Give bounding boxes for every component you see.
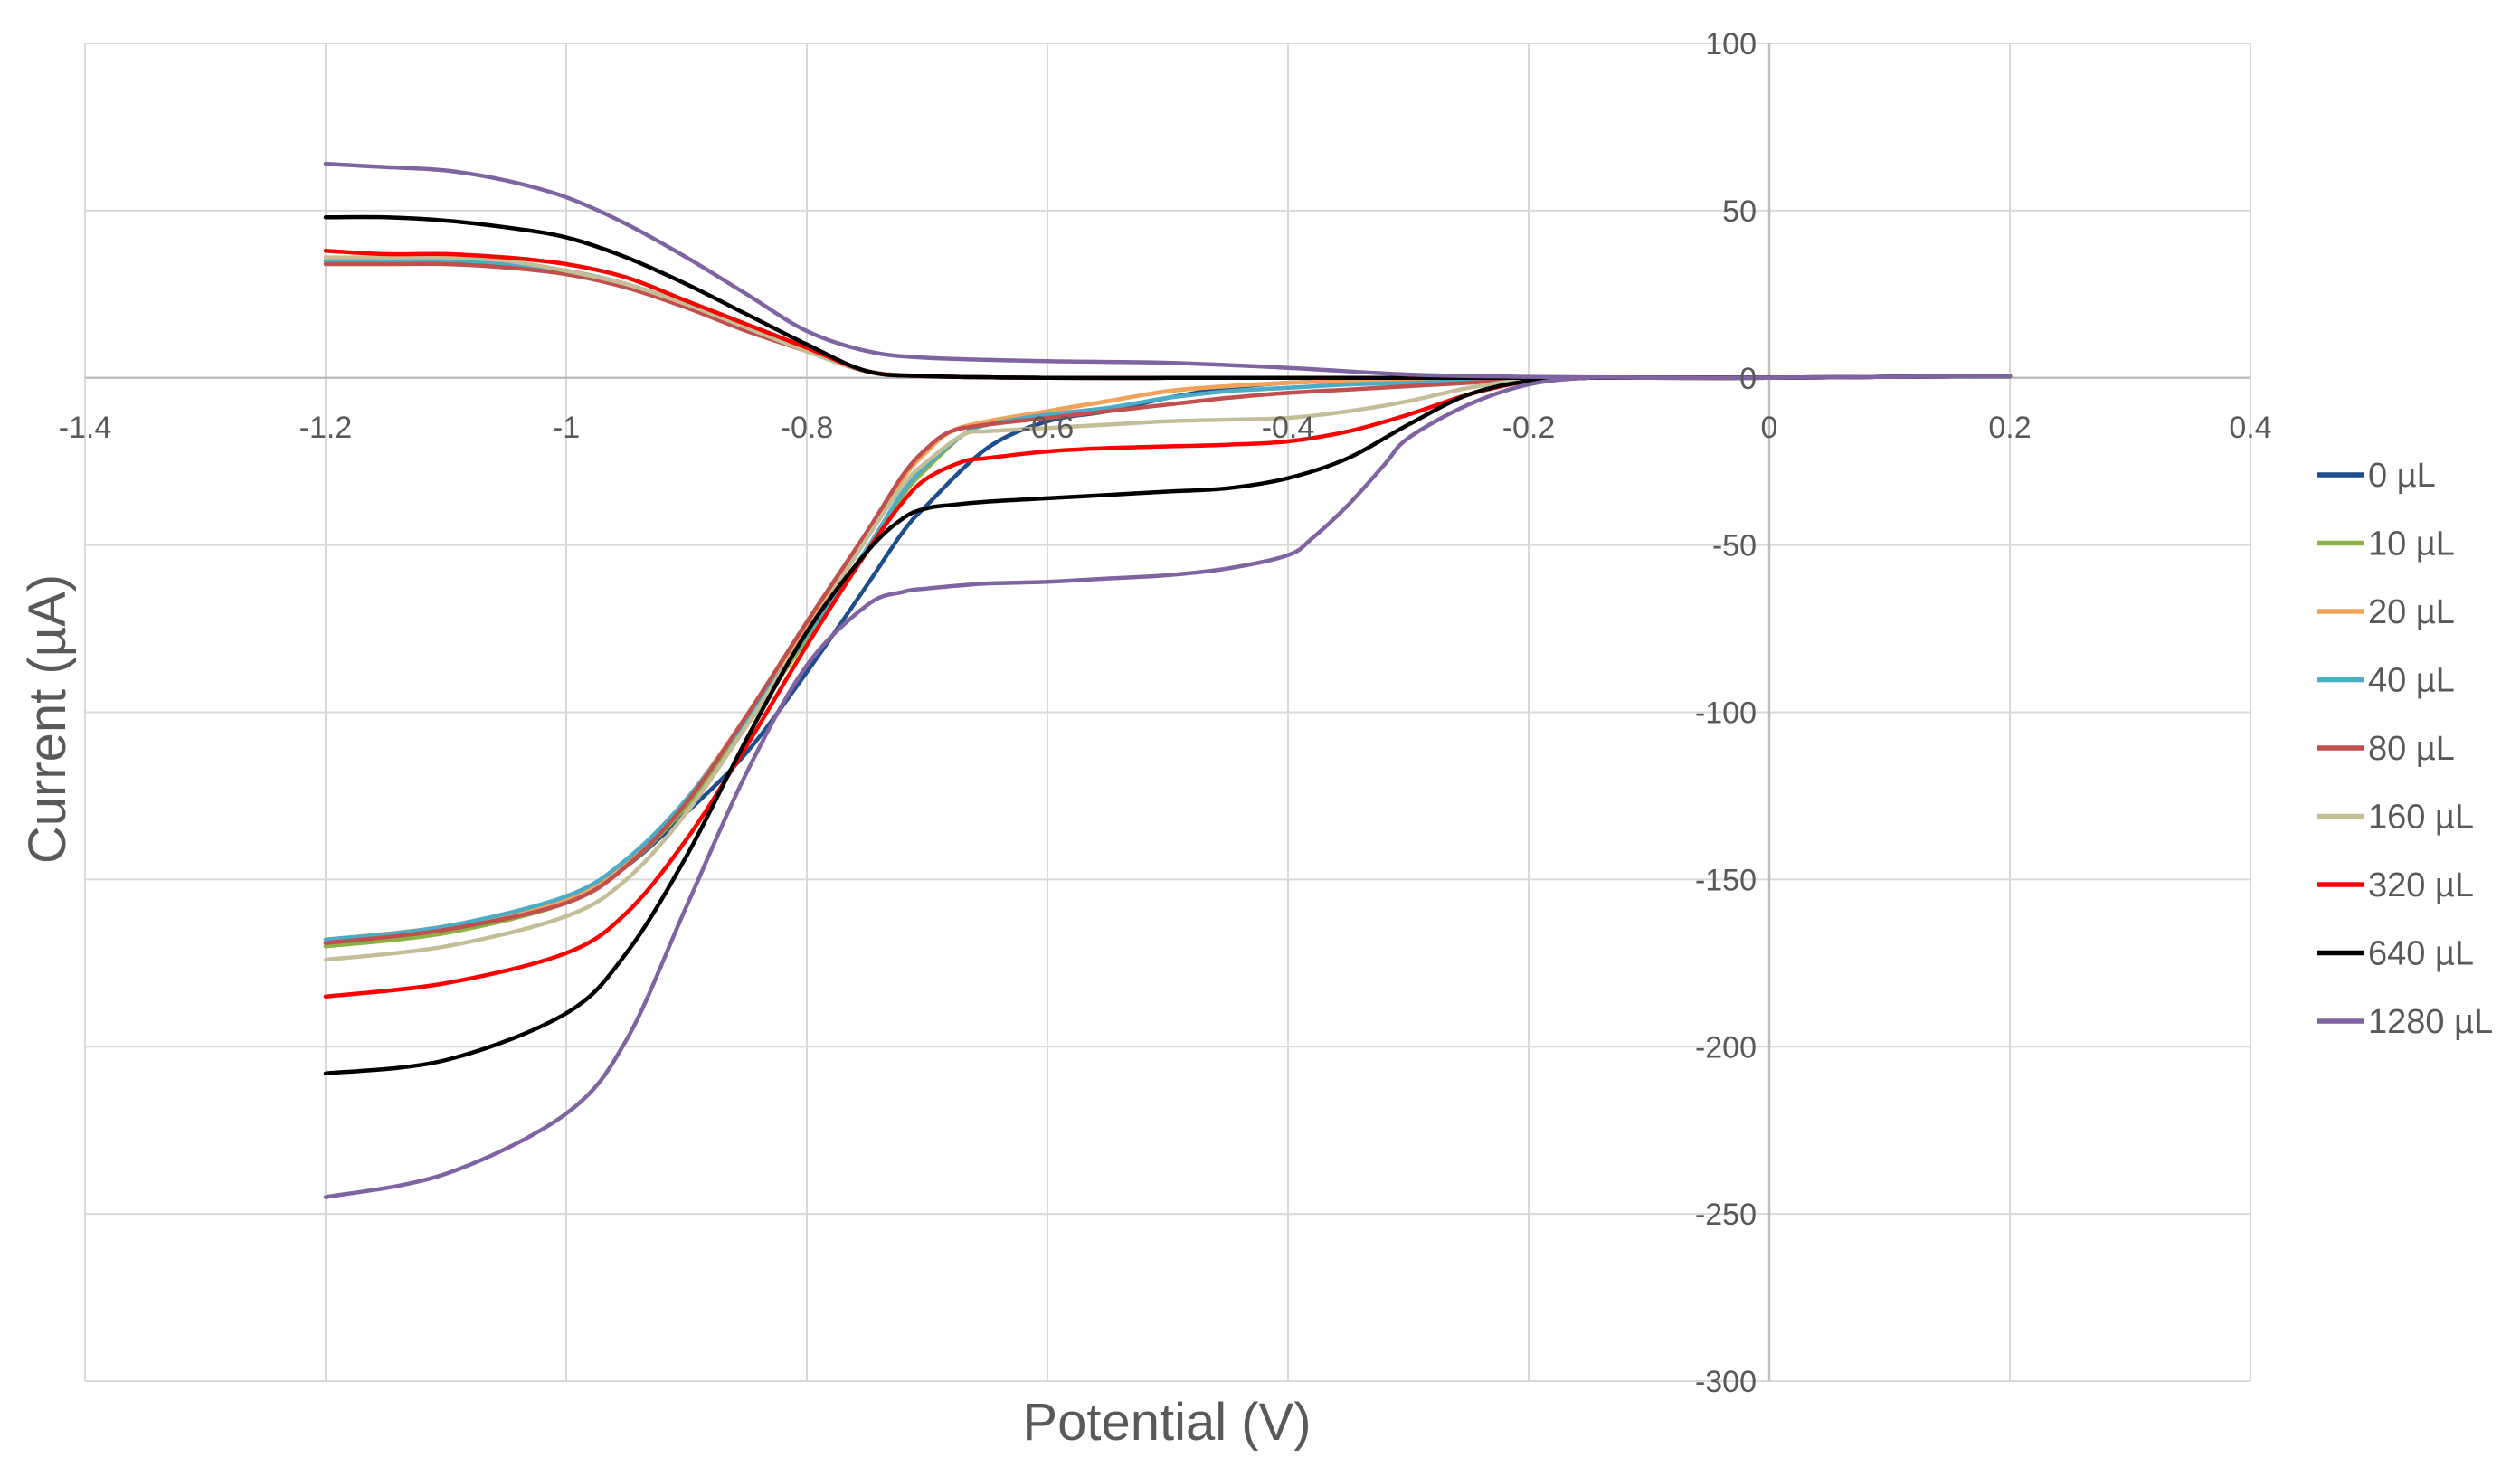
y-tick-label: -300 [1695,1365,1757,1399]
legend-item-0ul: 0 µL [2317,457,2436,495]
y-tick-label: -250 [1695,1198,1757,1232]
y-tick-label: 50 [1722,194,1757,229]
series-lines [323,161,2013,1199]
legend-item-1280ul: 1280 µL [2317,1003,2493,1041]
x-tick-label: -0.2 [1502,411,1556,445]
legend: 0 µL 10 µL 20 µL 40 µL 80 µL 160 µL 320 µL 640 … [2317,457,2493,1041]
legend-label: 20 µL [2368,593,2455,631]
x-tick-label: 0.4 [2229,411,2271,445]
tick-labels: -1.4 -1.2 -1 -0.8 -0.6 -0.4 -0.2 0 0.2 0.4 100 50 0 -… [59,27,2272,1399]
legend-label: 40 µL [2368,662,2455,700]
x-tick-label: -0.6 [1021,411,1075,445]
x-tick-label: 0 [1761,411,1778,445]
legend-item-40ul: 40 µL [2317,662,2455,700]
legend-item-640ul: 640 µL [2317,935,2474,973]
x-tick-label: -0.8 [781,411,834,445]
series-line-1280ul-reverse [323,161,2013,380]
x-tick-label: -1.4 [59,411,112,445]
legend-label: 320 µL [2368,866,2474,904]
x-tick-label: -1 [553,411,580,445]
y-tick-label: -50 [1712,529,1757,563]
legend-item-20ul: 20 µL [2317,593,2455,631]
y-tick-label: 0 [1739,362,1757,396]
x-axis-label: Potential (V) [1022,1393,1311,1452]
legend-item-160ul: 160 µL [2317,799,2474,837]
legend-label: 10 µL [2368,525,2455,563]
legend-label: 0 µL [2368,457,2436,495]
y-axis-label: Current (µA) [18,574,77,864]
legend-item-320ul: 320 µL [2317,866,2474,904]
y-tick-label: -100 [1695,696,1757,731]
legend-item-10ul: 10 µL [2317,525,2455,563]
legend-label: 1280 µL [2368,1003,2493,1041]
series-1280ul [323,161,2013,1199]
y-tick-label: 100 [1705,27,1757,62]
legend-label: 640 µL [2368,935,2474,973]
x-tick-label: -0.4 [1262,411,1315,445]
legend-item-80ul: 80 µL [2317,730,2455,768]
y-tick-label: -150 [1695,863,1757,897]
legend-label: 80 µL [2368,730,2455,768]
x-tick-label: -1.2 [299,411,353,445]
y-tick-label: -200 [1695,1030,1757,1065]
x-tick-label: 0.2 [1988,411,2031,445]
legend-label: 160 µL [2368,799,2474,837]
